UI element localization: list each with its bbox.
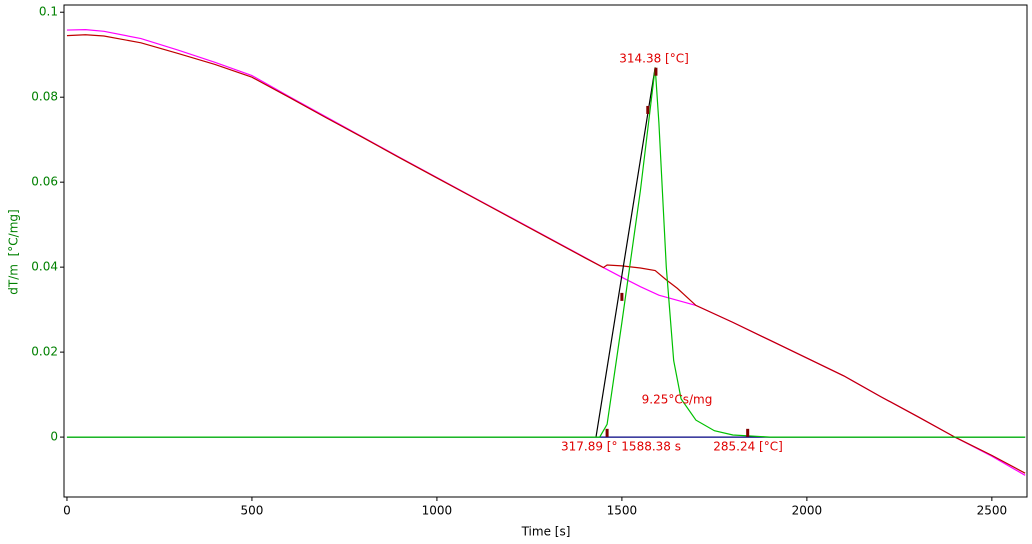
plot-frame xyxy=(63,4,1028,498)
x-tick-label: 500 xyxy=(240,504,263,518)
series-line xyxy=(595,67,656,438)
y-axis-label: dT/m [°C/mg] xyxy=(7,209,21,294)
y-tick-label: 0.04 xyxy=(31,260,58,274)
series-line xyxy=(66,67,1026,438)
marker xyxy=(654,67,658,76)
x-axis-label: Time [s] xyxy=(521,525,571,539)
marker xyxy=(746,428,750,437)
annotation: 285.24 [°C] xyxy=(713,440,783,454)
marker xyxy=(620,292,624,301)
x-tick-label: 1000 xyxy=(422,504,453,518)
y-tick-label: 0.06 xyxy=(31,175,58,189)
series-line xyxy=(66,34,1026,474)
x-tick-label: 0 xyxy=(63,504,71,518)
annotation: 317.89 [° 1588.38 s xyxy=(561,440,681,454)
y-tick-label: 0.02 xyxy=(31,345,58,359)
x-tick-label: 1500 xyxy=(607,504,638,518)
annotation: 9.25°Cs/mg xyxy=(642,393,713,407)
x-tick-label: 2500 xyxy=(977,504,1008,518)
y-tick-label: 0 xyxy=(50,430,58,444)
x-tick-label: 2000 xyxy=(792,504,823,518)
y-tick-label: 0.1 xyxy=(39,5,58,19)
y-tick-label: 0.08 xyxy=(31,90,58,104)
marker xyxy=(605,428,609,437)
annotation: 314.38 [°C] xyxy=(619,52,689,66)
marker xyxy=(646,105,650,114)
